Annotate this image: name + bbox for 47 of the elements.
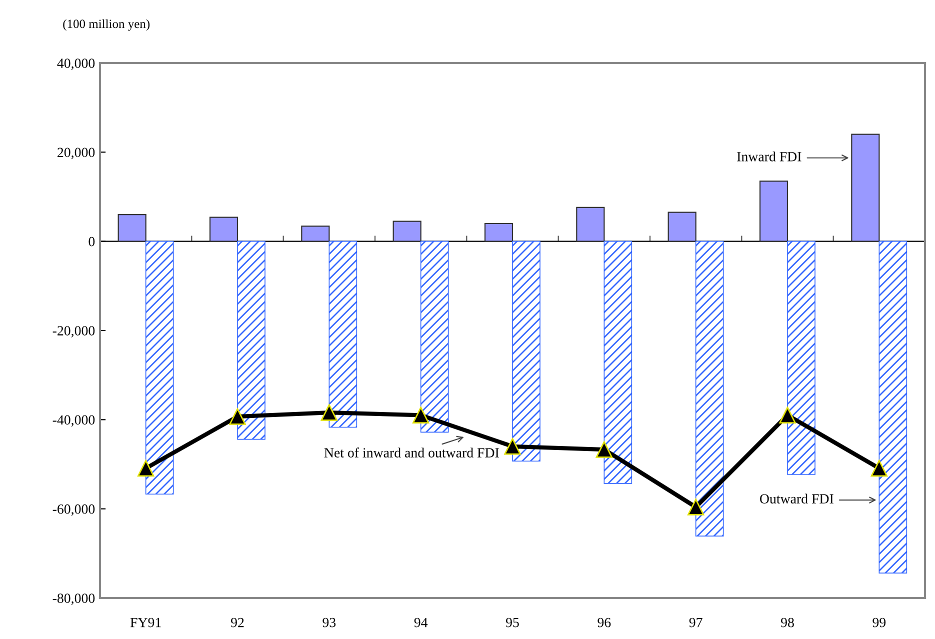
y-tick-label: 0 xyxy=(88,236,95,246)
y-tick-label: -60,000 xyxy=(52,504,95,516)
point xyxy=(596,441,612,458)
bar xyxy=(512,240,540,462)
y-axis-title: (100 million yen) xyxy=(63,19,150,31)
bar xyxy=(695,240,724,536)
bar xyxy=(668,212,696,242)
series-label: Inward FDI xyxy=(737,152,802,162)
bar xyxy=(787,240,816,475)
x-tick-label: 98 xyxy=(781,618,794,628)
bar xyxy=(420,240,449,433)
y-tick-label: -40,000 xyxy=(52,415,95,427)
x-tick-label: FY91 xyxy=(130,618,161,628)
point xyxy=(504,438,521,455)
bar xyxy=(301,226,330,242)
bar xyxy=(209,216,238,242)
bar xyxy=(759,180,788,242)
bar xyxy=(145,240,174,495)
bar xyxy=(328,240,358,428)
point xyxy=(229,408,246,425)
point xyxy=(688,498,704,516)
x-tick-label: 96 xyxy=(598,618,611,628)
bar xyxy=(484,222,514,242)
x-tick-label: 92 xyxy=(231,618,244,628)
x-tick-label: 94 xyxy=(414,618,428,628)
bar xyxy=(118,214,146,242)
bar xyxy=(878,240,908,574)
point xyxy=(870,460,888,477)
bar xyxy=(604,240,632,484)
y-tick-label: -20,000 xyxy=(52,326,95,338)
point xyxy=(779,406,796,424)
bar xyxy=(237,240,266,440)
bar xyxy=(576,206,605,242)
point xyxy=(412,406,430,424)
x-tick-label: 95 xyxy=(506,618,519,628)
point xyxy=(138,460,154,477)
bar xyxy=(851,134,880,242)
series-label: Net of inward and outward FDI xyxy=(324,448,499,458)
y-tick-label: -80,000 xyxy=(52,594,95,605)
point xyxy=(320,404,338,421)
x-tick-label: 99 xyxy=(872,618,886,628)
series-label: Outward FDI xyxy=(760,494,834,504)
x-tick-label: 97 xyxy=(689,618,702,628)
bar xyxy=(392,220,422,242)
y-tick-label: 40,000 xyxy=(57,58,95,70)
x-tick-label: 93 xyxy=(322,618,336,628)
y-tick-label: 20,000 xyxy=(58,148,95,160)
